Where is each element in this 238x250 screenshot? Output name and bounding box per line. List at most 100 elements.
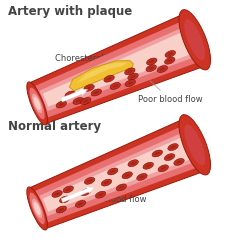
Text: Poor blood flow: Poor blood flow <box>138 81 203 104</box>
Ellipse shape <box>84 84 94 91</box>
Polygon shape <box>43 31 194 106</box>
Ellipse shape <box>87 179 92 182</box>
Ellipse shape <box>60 196 70 203</box>
Ellipse shape <box>127 82 133 85</box>
Polygon shape <box>76 62 127 83</box>
Ellipse shape <box>86 86 92 90</box>
Ellipse shape <box>80 189 91 196</box>
Ellipse shape <box>184 19 205 60</box>
Ellipse shape <box>83 100 89 103</box>
Ellipse shape <box>59 103 64 106</box>
Ellipse shape <box>95 191 106 198</box>
Ellipse shape <box>84 177 95 184</box>
Ellipse shape <box>30 88 45 119</box>
Ellipse shape <box>143 162 154 169</box>
Ellipse shape <box>54 192 60 196</box>
Ellipse shape <box>75 200 86 207</box>
Ellipse shape <box>164 154 175 160</box>
Ellipse shape <box>128 73 138 80</box>
Ellipse shape <box>91 89 102 96</box>
Ellipse shape <box>110 170 116 173</box>
Polygon shape <box>40 132 195 216</box>
Ellipse shape <box>165 50 175 58</box>
Ellipse shape <box>34 97 41 110</box>
Ellipse shape <box>94 91 99 94</box>
Ellipse shape <box>130 75 136 78</box>
Ellipse shape <box>59 208 64 211</box>
Polygon shape <box>31 120 202 228</box>
Ellipse shape <box>139 175 145 178</box>
Ellipse shape <box>73 98 83 104</box>
Polygon shape <box>40 27 195 111</box>
Text: Normal blood flow: Normal blood flow <box>70 171 147 204</box>
Ellipse shape <box>65 91 75 98</box>
Ellipse shape <box>112 84 118 87</box>
Ellipse shape <box>174 158 184 166</box>
Ellipse shape <box>27 187 47 230</box>
Ellipse shape <box>122 172 133 179</box>
Ellipse shape <box>27 82 47 125</box>
Polygon shape <box>43 136 194 212</box>
Ellipse shape <box>67 93 73 96</box>
Polygon shape <box>31 15 202 123</box>
Ellipse shape <box>116 184 127 191</box>
Ellipse shape <box>108 168 118 175</box>
Ellipse shape <box>34 202 41 215</box>
Ellipse shape <box>98 193 103 196</box>
Ellipse shape <box>30 192 45 224</box>
Ellipse shape <box>184 124 205 165</box>
Ellipse shape <box>128 160 138 167</box>
Ellipse shape <box>130 162 136 165</box>
Polygon shape <box>35 127 197 222</box>
Ellipse shape <box>168 144 178 150</box>
Ellipse shape <box>145 164 151 167</box>
Ellipse shape <box>106 77 112 80</box>
Ellipse shape <box>32 94 42 113</box>
Ellipse shape <box>56 206 66 213</box>
Ellipse shape <box>154 152 160 155</box>
Ellipse shape <box>127 70 133 73</box>
Polygon shape <box>69 60 133 91</box>
Text: Artery with plaque: Artery with plaque <box>8 5 132 18</box>
Ellipse shape <box>157 66 168 72</box>
Ellipse shape <box>32 199 42 218</box>
Ellipse shape <box>75 99 81 102</box>
Ellipse shape <box>104 75 114 82</box>
Ellipse shape <box>168 52 173 56</box>
Ellipse shape <box>125 68 135 75</box>
Ellipse shape <box>160 167 166 170</box>
Ellipse shape <box>158 165 169 172</box>
Ellipse shape <box>167 59 173 62</box>
Ellipse shape <box>159 68 165 71</box>
Ellipse shape <box>170 146 176 149</box>
Ellipse shape <box>149 60 154 63</box>
Ellipse shape <box>124 174 130 177</box>
Ellipse shape <box>52 190 62 197</box>
Ellipse shape <box>104 181 109 184</box>
Text: Normal artery: Normal artery <box>8 120 101 133</box>
Ellipse shape <box>176 160 182 164</box>
Ellipse shape <box>62 198 68 201</box>
Ellipse shape <box>137 174 147 180</box>
Ellipse shape <box>119 186 124 189</box>
Ellipse shape <box>147 58 157 65</box>
Ellipse shape <box>78 202 83 205</box>
Ellipse shape <box>65 188 71 191</box>
FancyArrow shape <box>61 187 94 202</box>
Ellipse shape <box>63 186 74 193</box>
Ellipse shape <box>152 150 163 157</box>
Text: Choresterol plaque: Choresterol plaque <box>55 54 135 63</box>
Ellipse shape <box>110 82 120 89</box>
Ellipse shape <box>146 65 156 71</box>
Ellipse shape <box>164 57 175 64</box>
Ellipse shape <box>179 10 211 70</box>
Ellipse shape <box>56 101 66 108</box>
Ellipse shape <box>167 156 172 159</box>
FancyArrow shape <box>61 89 88 102</box>
Ellipse shape <box>148 66 154 70</box>
Ellipse shape <box>101 179 112 186</box>
Ellipse shape <box>83 190 88 194</box>
Ellipse shape <box>179 115 211 175</box>
Ellipse shape <box>80 98 91 104</box>
Ellipse shape <box>125 80 135 86</box>
